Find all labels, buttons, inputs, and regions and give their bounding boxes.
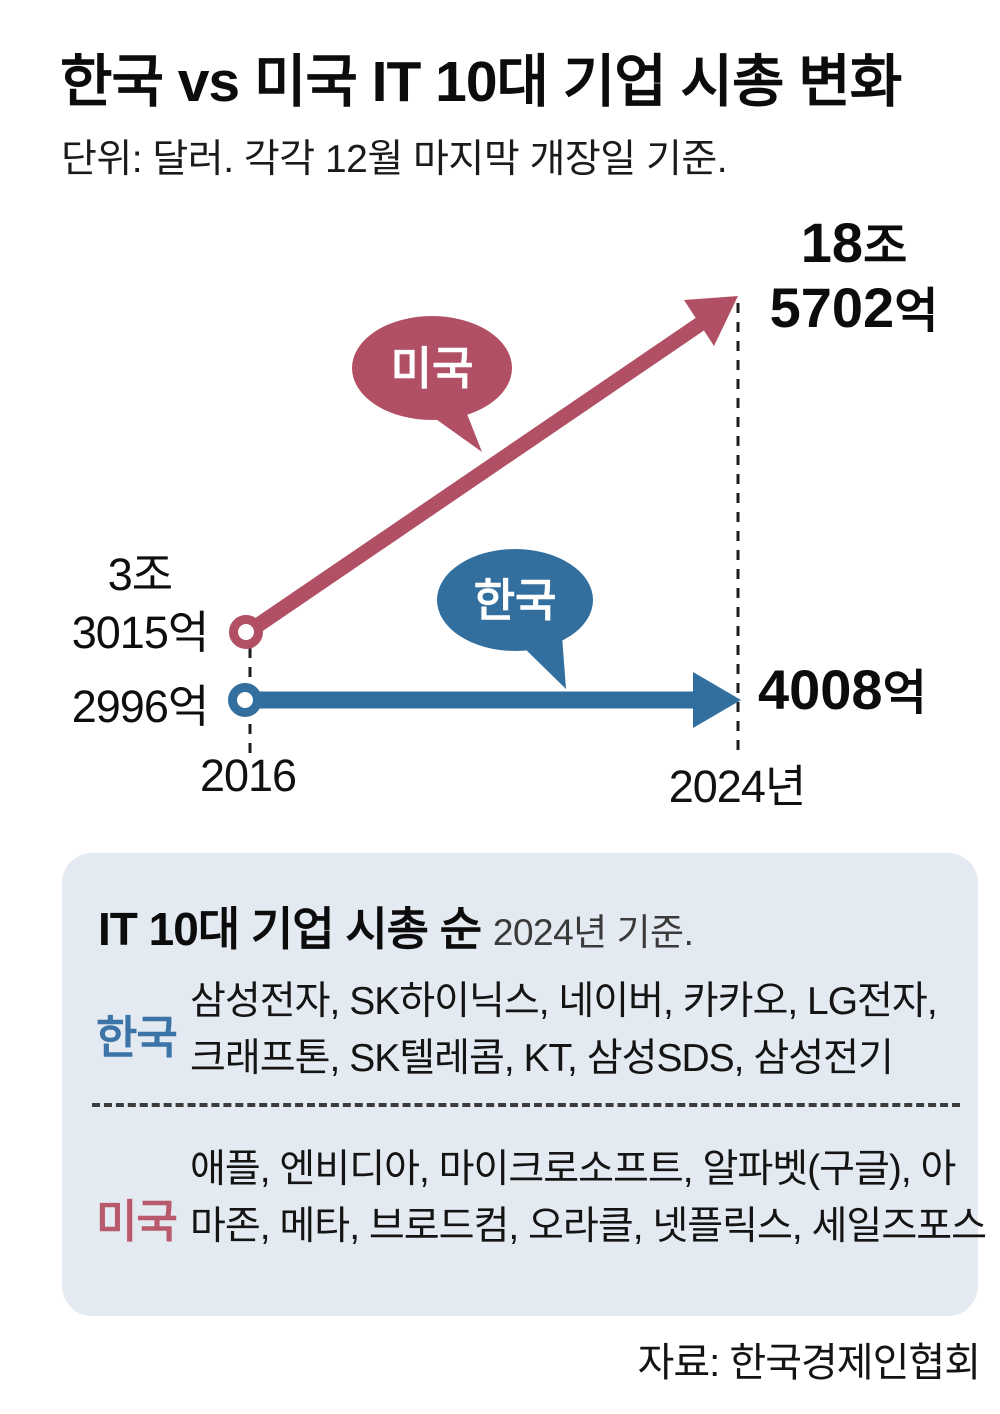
us-trend-arrow-shaft	[243, 313, 711, 639]
page-title: 한국 vs 미국 IT 10대 기업 시총 변화	[60, 50, 902, 114]
kr-end-unit: 억	[882, 667, 927, 720]
kr-bubble-icon	[437, 549, 593, 651]
us-end-value-line1: 18조	[800, 211, 908, 274]
x-axis-label-2016: 2016	[199, 750, 297, 801]
kr-start-marker-icon	[228, 683, 262, 717]
us-start-value-line2: 3015억	[71, 607, 210, 658]
us-end-unit1: 조	[863, 220, 908, 273]
us-start-value-line1: 3조	[107, 549, 173, 600]
us-start-marker-icon	[229, 615, 263, 649]
us-company-list: 애플, 엔비디아, 마이크로소프트, 알파벳(구글), 아마존, 메타, 브로드…	[190, 1148, 987, 1248]
us-series-bubble: 미국	[352, 316, 512, 452]
korea-company-list: 삼성전자, SK하이닉스, 네이버, 카카오, LG전자, 크래프톤, SK텔레…	[190, 980, 938, 1080]
us-bubble-icon	[352, 316, 512, 420]
korea-row-label: 한국	[96, 1012, 178, 1063]
us-row-label: 미국	[96, 1196, 178, 1247]
panel-heading: IT 10대 기업 시총 순 2024년 기준.	[98, 893, 694, 959]
panel-heading-note: 2024년 기준.	[492, 912, 694, 953]
source-credit: 자료: 한국경제인협회	[637, 1341, 981, 1385]
x-axis-label-2024: 2024년	[668, 761, 807, 812]
panel-divider	[92, 1103, 960, 1107]
us-bubble-label: 미국	[391, 343, 474, 394]
us-trend-arrowhead-icon	[684, 296, 738, 346]
us-end-unit2: 억	[894, 285, 939, 338]
page-subtitle: 단위: 달러. 각각 12월 마지막 개장일 기준.	[61, 138, 728, 181]
us-end-value: 18조 5702억	[748, 212, 960, 342]
kr-end-value: 4008억	[758, 658, 927, 721]
trend-chart: 미국 한국	[228, 296, 741, 756]
panel-heading-title: IT 10대 기업 시총 순	[98, 903, 482, 955]
us-start-value: 3조 3015억	[40, 546, 240, 662]
us-end-value-line2: 5702억	[769, 276, 939, 339]
kr-series-bubble: 한국	[437, 549, 593, 689]
kr-bubble-label: 한국	[474, 575, 557, 626]
companies-panel: IT 10대 기업 시총 순 2024년 기준. 한국 삼성전자, SK하이닉스…	[62, 853, 987, 1316]
kr-start-value: 2996억	[71, 681, 210, 732]
kr-trend-arrowhead-icon	[693, 672, 741, 728]
